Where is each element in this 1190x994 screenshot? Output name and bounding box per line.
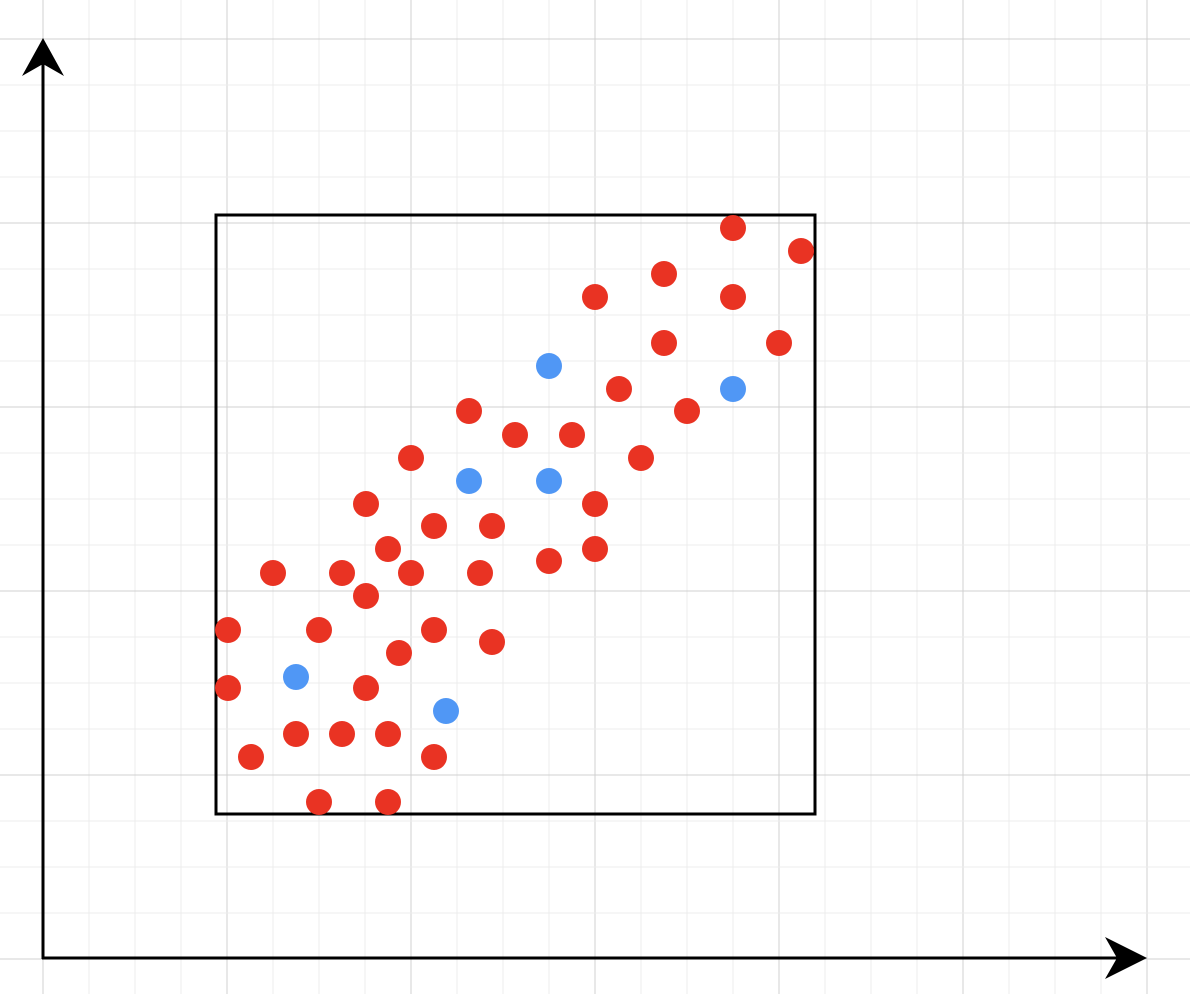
- red-point: [353, 675, 379, 701]
- red-point: [398, 445, 424, 471]
- red-point: [582, 284, 608, 310]
- red-point: [651, 261, 677, 287]
- red-point: [398, 560, 424, 586]
- red-point: [421, 744, 447, 770]
- points: [215, 215, 814, 815]
- blue-point: [536, 353, 562, 379]
- red-point: [766, 330, 792, 356]
- red-point: [329, 721, 355, 747]
- red-point: [375, 721, 401, 747]
- red-point: [582, 536, 608, 562]
- red-point: [353, 583, 379, 609]
- red-point: [283, 721, 309, 747]
- red-point: [479, 629, 505, 655]
- x-axis-arrow: [1105, 937, 1147, 979]
- blue-point: [283, 664, 309, 690]
- red-point: [536, 548, 562, 574]
- red-point: [788, 238, 814, 264]
- red-point: [421, 513, 447, 539]
- red-point: [674, 398, 700, 424]
- red-point: [306, 789, 332, 815]
- red-point: [720, 215, 746, 241]
- red-point: [720, 284, 746, 310]
- red-point: [306, 617, 332, 643]
- red-point: [582, 491, 608, 517]
- red-point: [467, 560, 493, 586]
- red-point: [559, 422, 585, 448]
- blue-point: [456, 468, 482, 494]
- red-point: [375, 789, 401, 815]
- red-point: [421, 617, 447, 643]
- red-point: [386, 640, 412, 666]
- red-point: [606, 376, 632, 402]
- red-point: [260, 560, 286, 586]
- red-point: [479, 513, 505, 539]
- y-axis-arrow: [22, 38, 64, 76]
- red-point: [628, 445, 654, 471]
- red-point: [502, 422, 528, 448]
- red-point: [238, 744, 264, 770]
- box: [214, 213, 817, 816]
- blue-point: [433, 698, 459, 724]
- blue-point: [536, 468, 562, 494]
- red-point: [375, 536, 401, 562]
- red-point: [456, 398, 482, 424]
- blue-point: [720, 376, 746, 402]
- red-point: [329, 560, 355, 586]
- red-point: [651, 330, 677, 356]
- red-point: [353, 491, 379, 517]
- red-point: [215, 617, 241, 643]
- red-point: [215, 675, 241, 701]
